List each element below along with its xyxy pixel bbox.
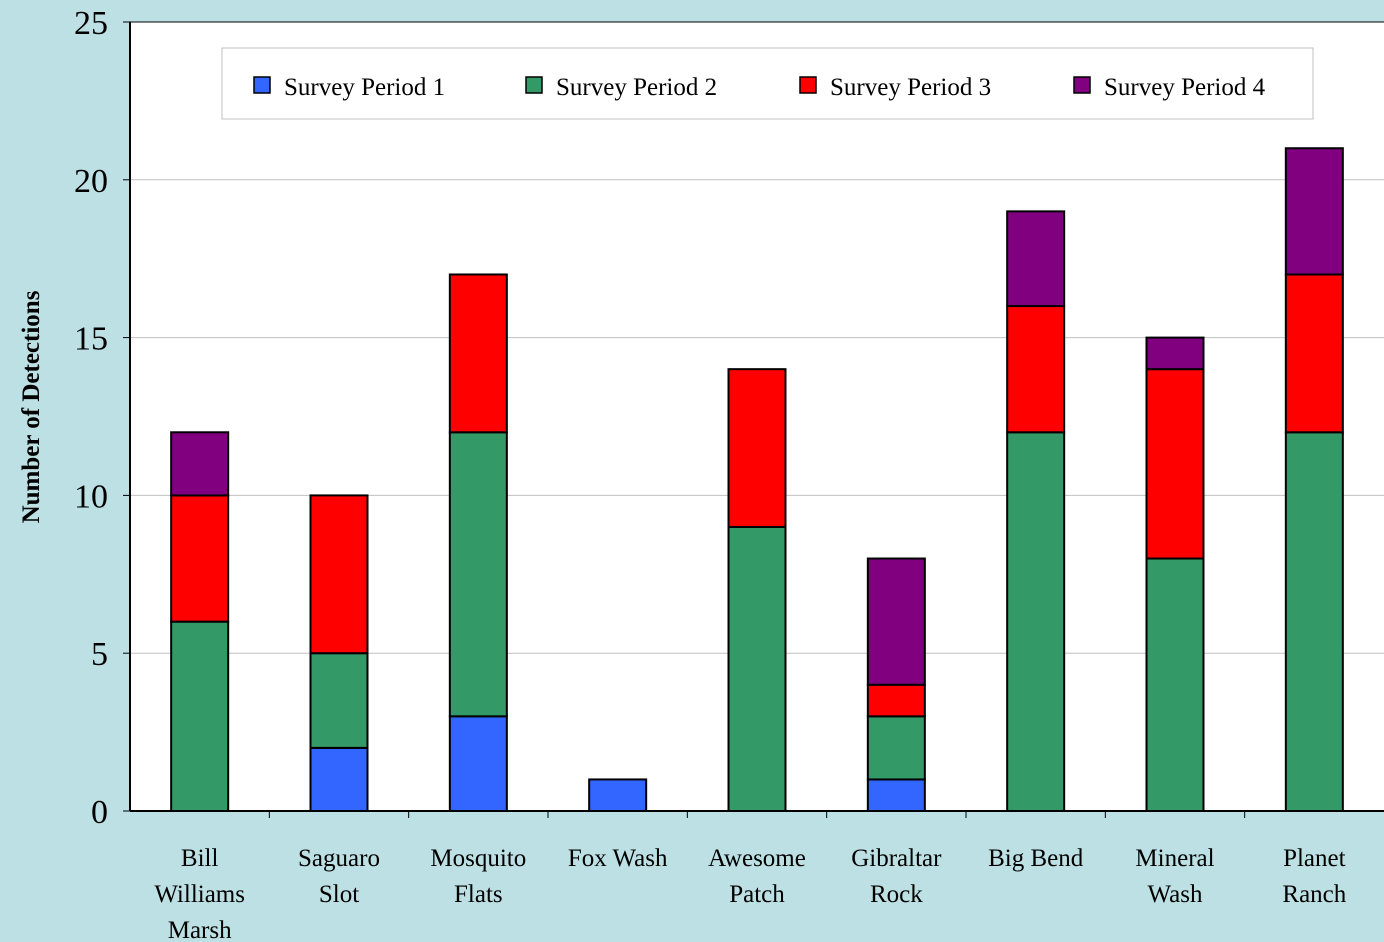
- bar-segment-period-3: [866, 683, 926, 718]
- y-tick-label: 25: [74, 5, 108, 42]
- x-category-label-line: Slot: [319, 881, 359, 908]
- bar-segment-period-3: [727, 368, 787, 528]
- x-category-label-line: Bill: [181, 845, 219, 872]
- legend-label: Survey Period 3: [830, 74, 991, 101]
- bar-segment-period-4: [1145, 336, 1205, 371]
- x-category-label-line: Flats: [454, 881, 503, 908]
- y-tick-label: 5: [91, 636, 108, 673]
- bar-segment-period-1: [448, 715, 508, 813]
- legend-box: [221, 47, 1314, 120]
- x-category-label-line: Patch: [729, 881, 785, 908]
- x-category-label-line: Mineral: [1135, 845, 1214, 872]
- y-tick-label: 20: [74, 163, 108, 200]
- bar-segment-period-4: [866, 557, 926, 686]
- x-category-label: Big Bend: [988, 845, 1084, 872]
- x-category-label-line: Ranch: [1282, 881, 1346, 908]
- bar-segment-period-1: [309, 746, 369, 813]
- bar-segment-period-1: [866, 778, 926, 813]
- x-category-label-line: Williams: [154, 881, 245, 908]
- y-tick-label: 10: [74, 478, 108, 515]
- bar-segment-period-2: [1145, 557, 1205, 813]
- x-category-label-line: Saguaro: [298, 845, 380, 872]
- y-axis-title: Number of Detections: [18, 290, 45, 523]
- x-category-label-line: Wash: [1148, 881, 1203, 908]
- x-category-label-line: Big Bend: [988, 845, 1084, 872]
- bar-segment-period-2: [727, 525, 787, 813]
- bar-segment-period-4: [1006, 210, 1066, 308]
- bar-segment-period-2: [309, 652, 369, 749]
- x-category-label-line: Rock: [870, 881, 923, 908]
- bar-segment-period-2: [1006, 431, 1066, 812]
- y-tick-label: 0: [91, 794, 108, 831]
- x-category-label: Planet Ranch: [1282, 845, 1346, 908]
- x-category-label-line: Awesome: [708, 845, 806, 872]
- x-category-label: Awesome Patch: [708, 845, 806, 908]
- bar-segment-period-4: [1284, 147, 1344, 276]
- x-category-label: Mosquito Flats: [430, 845, 526, 908]
- x-category-label: Mineral Wash: [1135, 845, 1214, 908]
- bar-segment-period-3: [1145, 368, 1205, 560]
- bar-segment-period-3: [170, 494, 230, 623]
- x-category-label: Saguaro Slot: [298, 845, 380, 908]
- legend-swatch: [525, 76, 543, 94]
- legend-label: Survey Period 1: [284, 74, 445, 101]
- x-category-label-line: Marsh: [168, 917, 232, 942]
- bar-segment-period-2: [1284, 431, 1344, 812]
- bar-segment-period-4: [170, 431, 230, 497]
- legend-swatch: [1073, 76, 1091, 94]
- bar-segment-period-1: [588, 778, 648, 813]
- bar-segment-period-2: [448, 431, 508, 718]
- legend-swatch: [799, 76, 817, 94]
- x-category-label: Bill Williams Marsh: [154, 845, 245, 942]
- legend-swatch: [253, 76, 271, 94]
- bar-segment-period-2: [170, 620, 230, 813]
- bar-segment-period-3: [1284, 273, 1344, 434]
- bar-segment-period-2: [866, 715, 926, 781]
- bar-segment-period-3: [1006, 305, 1066, 434]
- x-category-label-line: Planet: [1283, 845, 1346, 872]
- legend-label: Survey Period 4: [1104, 74, 1266, 101]
- legend-label: Survey Period 2: [556, 74, 717, 101]
- x-category-label-line: Fox Wash: [568, 845, 668, 872]
- bar-segment-period-3: [448, 273, 508, 434]
- bar-segment-period-3: [309, 494, 369, 655]
- x-category-label-line: Gibraltar: [851, 845, 942, 872]
- x-category-label: Gibraltar Rock: [851, 845, 942, 908]
- y-tick-label: 15: [74, 321, 108, 358]
- x-category-label-line: Mosquito: [430, 845, 526, 872]
- x-category-label: Fox Wash: [568, 845, 668, 872]
